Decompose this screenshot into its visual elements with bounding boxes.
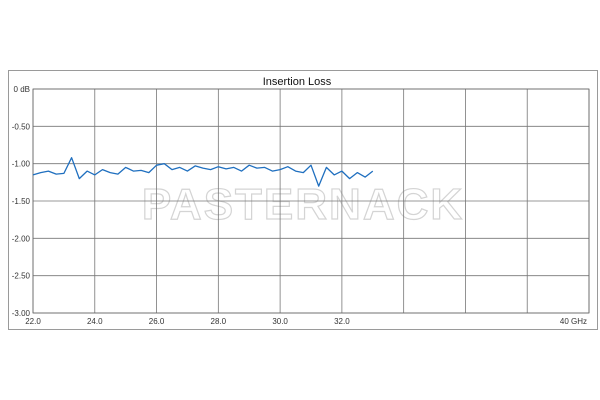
x-tick-label: 26.0 xyxy=(149,317,165,326)
series-line xyxy=(32,157,374,187)
y-tick-label: -2.00 xyxy=(12,234,31,243)
y-tick-label: -1.50 xyxy=(12,197,31,206)
insertion-loss-chart: PASTERNACK 0 dB -0.50 -1.00 -1.50 -2.00 -2.50… xyxy=(12,76,590,326)
x-tick-label: 30.0 xyxy=(272,317,288,326)
y-tick-label: -1.00 xyxy=(12,160,31,169)
y-tick-label: -2.50 xyxy=(12,272,31,281)
y-tick-label: -0.50 xyxy=(12,122,31,131)
series-group xyxy=(32,157,374,187)
chart-title: Insertion Loss xyxy=(263,76,332,88)
x-tick-label: 28.0 xyxy=(211,317,227,326)
x-tick-labels: 22.0 24.0 26.0 28.0 30.0 32.0 40 GHz xyxy=(25,317,587,326)
x-tick-label: 32.0 xyxy=(334,317,350,326)
watermark: PASTERNACK xyxy=(142,180,464,229)
plot-area xyxy=(32,88,590,314)
x-tick-label: 24.0 xyxy=(87,317,103,326)
y-tick-label: 0 dB xyxy=(14,85,30,94)
y-tick-labels: 0 dB -0.50 -1.00 -1.50 -2.00 -2.50 -3.00 xyxy=(12,85,31,318)
chart-frame: PASTERNACK 0 dB -0.50 -1.00 -1.50 -2.00 -2.50… xyxy=(8,70,598,330)
grid xyxy=(32,88,590,314)
x-tick-label-last: 40 GHz xyxy=(560,317,587,326)
x-tick-label: 22.0 xyxy=(25,317,41,326)
y-tick-label: -3.00 xyxy=(12,309,31,318)
